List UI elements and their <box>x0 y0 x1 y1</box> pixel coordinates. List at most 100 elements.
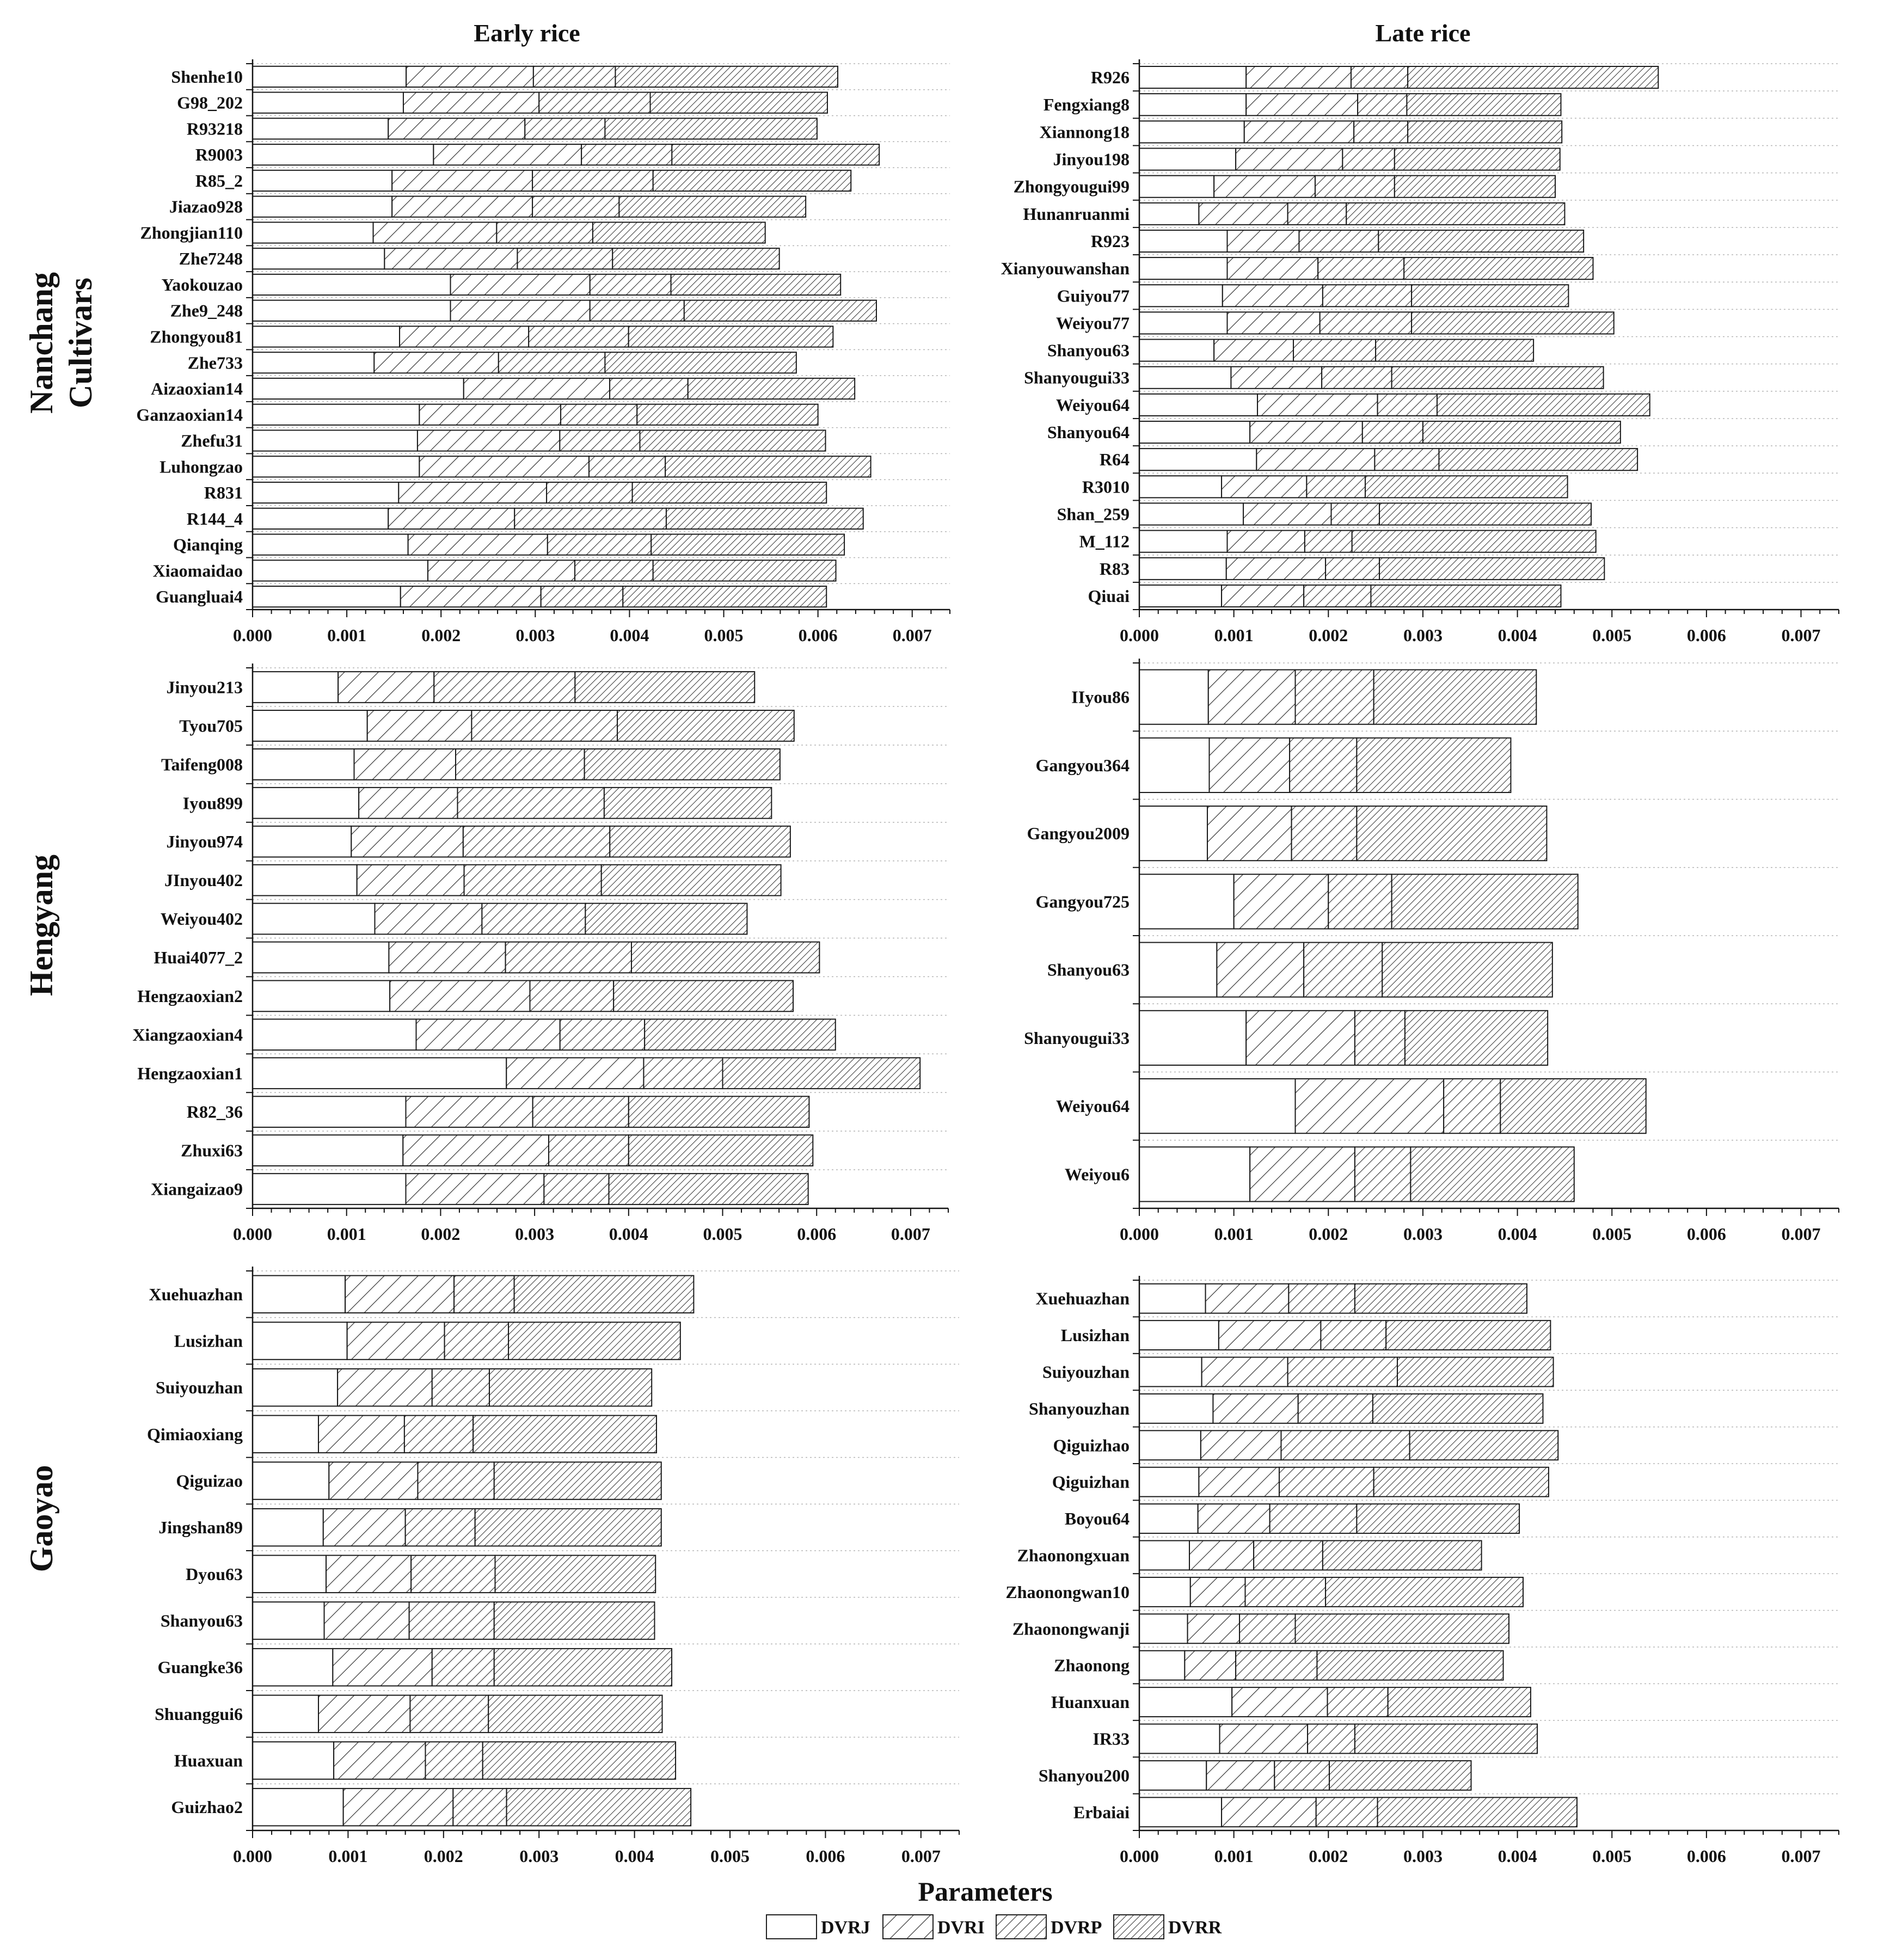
x-tick-label: 0.000 <box>233 625 272 645</box>
bar-segment-dvrj <box>252 980 391 1012</box>
x-tick-label: 0.003 <box>1403 625 1443 645</box>
category-label: M_112 <box>1079 532 1130 551</box>
bar-segment-dvri <box>433 144 582 166</box>
bar-segment-dvri <box>351 825 464 858</box>
category-label: Weiyou77 <box>1056 313 1130 333</box>
bar-segment-dvri <box>506 1057 645 1090</box>
bar-segment-dvrp <box>1353 120 1409 144</box>
x-tick-label: 0.005 <box>1592 1846 1631 1866</box>
bar-segment-dvri <box>388 941 506 974</box>
bar-segment-dvri <box>1294 1078 1445 1134</box>
bar-segment-dvri <box>1226 229 1300 253</box>
bar-segment-dvrj <box>252 1018 417 1051</box>
bar-segment-dvrr <box>612 248 780 270</box>
legend-swatch-dvri <box>882 1914 934 1939</box>
x-tick-label: 0.001 <box>328 1846 367 1866</box>
bar-segment-dvrp <box>462 825 611 858</box>
bar-segment-dvrp <box>408 1601 495 1640</box>
legend-swatch-dvrr <box>1113 1914 1164 1939</box>
bar-segment-dvrj <box>252 1057 507 1090</box>
category-label: Zhaonong <box>1054 1656 1130 1675</box>
bar-segment-dvrr <box>1379 502 1592 526</box>
bar-segment-dvrj <box>1139 448 1257 471</box>
bar-segment-dvrp <box>417 1461 495 1500</box>
bar-segment-dvrj <box>1139 1430 1201 1461</box>
bar-segment-dvrr <box>722 1057 921 1090</box>
bar-segment-dvrr <box>650 533 845 556</box>
bar-segment-dvri <box>1226 257 1319 280</box>
bar-segment-dvri <box>1201 1356 1288 1387</box>
bar-segment-dvrr <box>494 1555 656 1594</box>
category-label: Zhaonongxuan <box>1017 1546 1130 1565</box>
bar-segment-dvrj <box>252 222 374 244</box>
category-label: Qiuai <box>1088 586 1130 606</box>
category-label: Boyou64 <box>1065 1509 1130 1528</box>
category-label: Shanyou200 <box>1039 1766 1130 1785</box>
category-label: Shanyougui33 <box>1024 1028 1130 1048</box>
bar-segment-dvrj <box>252 456 420 478</box>
bar-segment-dvrp <box>1269 1503 1358 1534</box>
bar-segment-dvrp <box>547 533 652 556</box>
panel-hengyang-late: IIyou86 Gangyou364 Gangyou2009 Gangyou725 Sh… <box>1024 659 1839 1244</box>
bar-segment-dvrj <box>252 481 400 504</box>
bar-segment-dvrj <box>1139 1723 1220 1754</box>
bar-segment-dvrp <box>546 481 633 504</box>
panel-nanchang-early: Shenhe10 G98_202 R93218 R9003 R85_2 Jiazao928… <box>136 59 950 645</box>
bar-segment-dvrj <box>252 533 409 556</box>
row-title-gaoyao: Gaoyao <box>23 1465 59 1572</box>
category-label: Yaokouzao <box>162 275 243 294</box>
bar-segment-dvri <box>323 1601 410 1640</box>
category-label: Shuanggui6 <box>155 1704 243 1724</box>
bar-segment-dvrj <box>252 1741 335 1780</box>
bar-segment-dvrr <box>1422 420 1621 444</box>
bar-segment-dvrj <box>1139 1078 1296 1134</box>
category-label: Zhe733 <box>188 353 243 372</box>
bar-segment-dvri <box>1218 1320 1322 1351</box>
bar-segment-dvri <box>372 222 498 244</box>
bar-segment-dvrj <box>252 248 385 270</box>
bar-segment-dvri <box>358 787 458 819</box>
bar-segment-dvri <box>353 748 457 781</box>
bar-segment-dvrp <box>609 377 689 400</box>
bar-segment-dvri <box>1207 806 1292 862</box>
bar-segment-dvrr <box>600 864 782 896</box>
bar-segment-dvrj <box>252 825 352 858</box>
bar-segment-dvri <box>1213 339 1294 362</box>
bar-segment-dvrj <box>252 560 428 582</box>
bar-segment-dvrp <box>1304 530 1353 553</box>
bar-segment-dvrr <box>1372 1393 1544 1424</box>
bar-segment-dvri <box>415 1018 561 1051</box>
panel-gaoyao-late: Xuehuazhan Lusizhan Suiyouzhan Shanyouzhan Q… <box>1005 1276 1839 1866</box>
bar-segment-dvri <box>405 1096 533 1128</box>
bar-segment-dvrj <box>252 507 389 530</box>
category-label: R82_36 <box>187 1102 243 1122</box>
bar-segment-dvri <box>406 65 534 88</box>
category-label: Fengxiang8 <box>1044 95 1130 114</box>
bar-segment-dvrp <box>505 941 632 974</box>
bar-segment-dvrj <box>1139 1393 1214 1424</box>
bar-segment-dvrp <box>431 1648 495 1687</box>
bar-segment-dvrj <box>1139 1797 1223 1828</box>
bar-segment-dvrr <box>1378 229 1585 253</box>
x-tick-label: 0.004 <box>609 1224 648 1244</box>
panel-gaoyao-early: Xuehuazhan Lusizhan Suiyouzhan Qimiaoxiang Q… <box>147 1267 960 1866</box>
bar-segment-dvrj <box>252 902 376 935</box>
bar-segment-dvrj <box>1139 874 1235 930</box>
category-label: Weiyou64 <box>1056 1096 1130 1116</box>
bar-segment-dvrr <box>652 560 837 582</box>
bar-segment-dvrr <box>1394 175 1556 198</box>
bar-segment-dvri <box>398 481 548 504</box>
bar-segment-dvrp <box>1322 284 1413 308</box>
bar-segment-dvrr <box>665 456 872 478</box>
bar-segment-dvrr <box>636 403 819 426</box>
bar-segment-dvri <box>1198 1466 1280 1497</box>
category-label: R83 <box>1100 559 1130 579</box>
bar-segment-dvrp <box>1293 339 1377 362</box>
bar-segment-dvrj <box>252 1461 330 1500</box>
category-label: R9003 <box>195 145 243 164</box>
bar-segment-dvri <box>1219 1723 1309 1754</box>
bar-segment-dvrp <box>1328 874 1392 930</box>
bar-segment-dvrp <box>574 560 654 582</box>
x-tick-label: 0.002 <box>1309 625 1348 645</box>
bar-segment-dvrp <box>471 710 618 742</box>
